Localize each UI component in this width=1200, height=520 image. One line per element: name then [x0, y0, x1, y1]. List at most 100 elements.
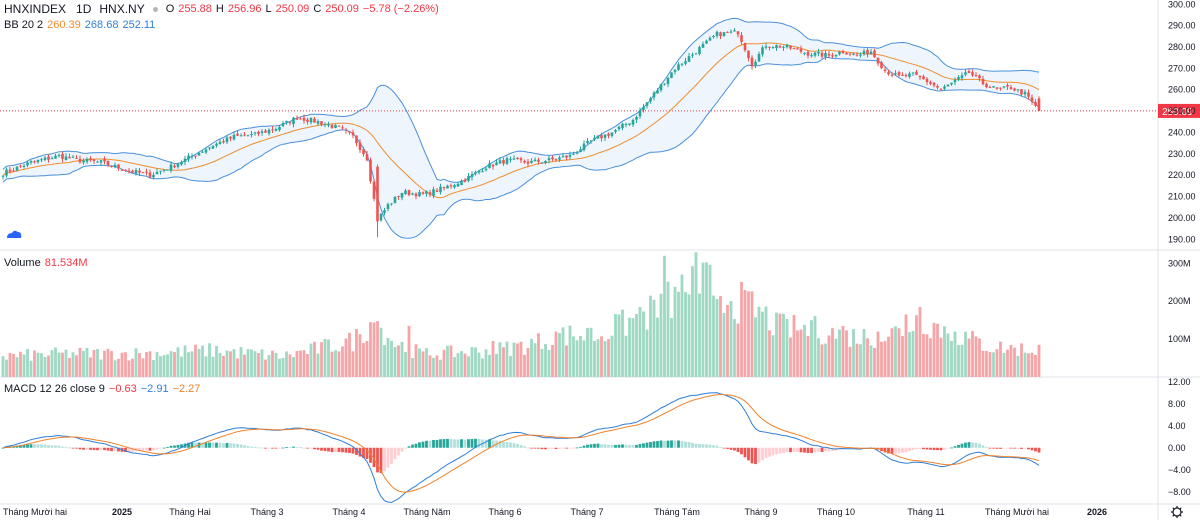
volume-bar [386, 337, 390, 377]
macd-hist-bar [194, 442, 197, 448]
candle [113, 162, 117, 169]
macd-hist-bar [621, 444, 624, 448]
candle [477, 169, 481, 175]
volume-bar [232, 349, 236, 377]
volume-bar [733, 319, 736, 377]
candle-body [792, 48, 796, 50]
macd-hist-bar [743, 447, 747, 458]
candle [463, 177, 467, 183]
macd-hist-bar [271, 447, 274, 449]
volume-bar [201, 345, 204, 377]
macd-hist-bar [792, 447, 796, 453]
macd-hist-bar [145, 447, 148, 451]
volume-legend[interactable]: Volume 81.534M [4, 257, 88, 269]
volume-bar [911, 330, 915, 377]
candle-body [978, 75, 981, 79]
candle-body [722, 32, 726, 37]
candle-body [64, 156, 68, 160]
macd-hist-bar [64, 446, 68, 448]
volume-bar [127, 360, 131, 377]
candle [582, 140, 586, 152]
candle-body [558, 157, 561, 160]
candle [796, 46, 799, 50]
candle [540, 162, 544, 164]
volume-bar [789, 337, 792, 377]
candle-body [113, 164, 117, 168]
volume-bar [925, 334, 929, 377]
volume-bar [943, 326, 946, 377]
macd-hist-bar [131, 447, 134, 452]
candle [82, 158, 85, 165]
macd-hist-bar [103, 447, 106, 451]
volume-bar [817, 338, 820, 377]
volume-bar [530, 338, 533, 377]
candle [607, 132, 610, 139]
candle-body [631, 119, 635, 125]
volume-bar [768, 330, 771, 377]
candle [904, 73, 908, 78]
candle [386, 202, 390, 212]
settings-gear-icon[interactable] [1171, 506, 1183, 518]
candle [848, 53, 852, 57]
macd-hist-bar [187, 442, 190, 448]
ohlc-close: 250.09 [325, 3, 359, 15]
candle [1023, 89, 1027, 98]
bb-legend[interactable]: BB 20 2 260.39 268.68 252.11 [4, 19, 155, 31]
candle [950, 82, 953, 86]
macd-hist-bar [943, 447, 946, 450]
macd-hist-bar [929, 447, 932, 450]
candle-body [705, 40, 708, 44]
candle [551, 155, 554, 162]
candle [397, 195, 400, 200]
macd-hist-bar [939, 447, 943, 451]
candle [565, 155, 568, 161]
candle-body [390, 203, 393, 205]
macd-hist-bar [43, 444, 47, 448]
macd-hist-bar [824, 447, 827, 452]
volume-bar [180, 356, 183, 377]
volume-bar [463, 353, 467, 377]
candle-body [285, 120, 288, 122]
candle-body [491, 164, 495, 167]
interval[interactable]: 1D [76, 2, 92, 16]
volume-bar [561, 327, 565, 377]
macd-hist-bar [40, 444, 43, 448]
candle-body [386, 204, 390, 209]
macd-hist-bar [789, 447, 792, 453]
macd-hist-bar [68, 447, 71, 449]
volume-bar [418, 348, 421, 377]
macd-legend[interactable]: MACD 12 26 close 9 −0.63 −2.91 −2.27 [4, 383, 200, 395]
volume-bar [691, 266, 694, 377]
candle-body [337, 125, 341, 127]
symbol-name[interactable]: HNXINDEX [4, 2, 67, 16]
volume-bar [1037, 344, 1041, 377]
macd-hist-bar [61, 446, 64, 448]
macd-hist-bar [222, 443, 225, 448]
tradingview-logo-icon[interactable] [6, 228, 22, 240]
candle [33, 160, 36, 164]
candle [694, 52, 698, 55]
candle [85, 157, 89, 164]
candle [715, 30, 719, 39]
candle [421, 191, 425, 195]
candle-body [694, 53, 698, 55]
macd-hist-bar [19, 445, 22, 448]
candle [365, 150, 369, 162]
candle [792, 47, 796, 50]
candle [26, 160, 29, 168]
macd-hist-bar [453, 439, 456, 448]
volume-bar [761, 311, 764, 377]
candle-body [1037, 98, 1041, 111]
candle-body [747, 50, 750, 59]
macd-hist-bar [971, 442, 974, 448]
macd-hist-bar [148, 447, 152, 451]
volume-bar [477, 352, 481, 377]
volume-bar [957, 345, 960, 377]
candle-body [141, 172, 145, 174]
candle [862, 48, 866, 56]
macd-hist-bar [544, 447, 547, 450]
candle [988, 85, 992, 89]
candle [292, 117, 295, 128]
volume-bar [554, 331, 558, 377]
